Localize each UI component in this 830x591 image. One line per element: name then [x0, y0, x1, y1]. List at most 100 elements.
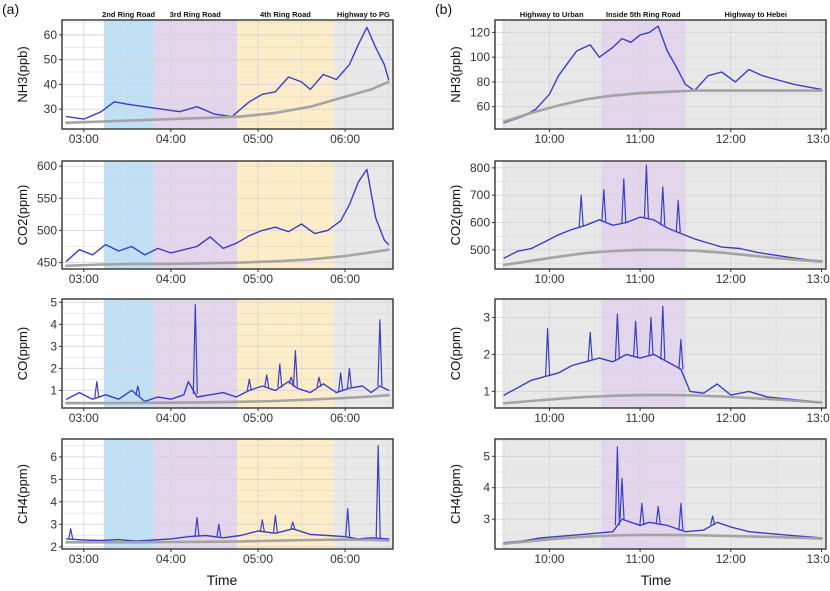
- y-tick-label: 3: [50, 339, 57, 353]
- x-tick-label: 11:00: [626, 272, 655, 286]
- y-tick-label: 600: [470, 216, 490, 230]
- x-tick-label: 11:00: [626, 552, 655, 566]
- subplot-co2: 450 500 550 600 03:00 04:00 05:00 06:00 CO2(ppm): [15, 159, 394, 286]
- y-tick-label: 5: [50, 472, 57, 486]
- y-tick-label: 5: [50, 295, 57, 309]
- x-axis-title-right: Time: [641, 572, 672, 588]
- spike: [643, 164, 649, 219]
- spike: [660, 305, 666, 360]
- spike: [621, 178, 627, 224]
- y-tick-label: 500: [470, 243, 490, 257]
- x-tick-label: 11:00: [626, 411, 655, 425]
- segment-label: Inside 5th Ring Road: [606, 10, 681, 19]
- x-tick-label: 05:00: [243, 132, 273, 146]
- x-tick-label: 03:00: [69, 552, 99, 566]
- plot-frame: [61, 438, 394, 550]
- spike: [192, 303, 198, 394]
- spike: [259, 519, 265, 532]
- spike: [678, 502, 684, 531]
- series-measured: [65, 26, 390, 120]
- x-tick-label: 12:00: [716, 552, 746, 566]
- segment-band: [153, 161, 238, 269]
- y-tick-label: 60: [477, 100, 491, 114]
- y-tick-label: 40: [44, 77, 58, 91]
- x-tick-label: 04:00: [156, 411, 186, 425]
- x-tick-label: 12:00: [716, 411, 746, 425]
- series-measured: [503, 25, 823, 124]
- plot-frame: [61, 160, 394, 270]
- x-tick-label: 13:00: [806, 552, 830, 566]
- spike: [633, 320, 639, 357]
- segment-band: [601, 439, 686, 549]
- series-measured: [65, 168, 390, 262]
- segment-label: 2nd Ring Road: [102, 10, 155, 19]
- spike: [710, 515, 716, 526]
- segment-band: [237, 161, 334, 269]
- y-tick-label: 500: [37, 223, 57, 237]
- x-tick-label: 06:00: [330, 132, 360, 146]
- segment-label: 4th Ring Road: [260, 10, 311, 19]
- y-tick-label: 600: [37, 159, 57, 173]
- plot-frame: [494, 19, 827, 130]
- x-tick-label: 13:00: [806, 132, 830, 146]
- segment-band: [502, 20, 602, 129]
- x-tick-label: 10:00: [534, 552, 564, 566]
- y-axis-label: CO(ppm): [15, 327, 30, 380]
- series-measured: [503, 353, 823, 404]
- x-tick-label: 03:00: [69, 272, 99, 286]
- series-baseline: [502, 393, 823, 405]
- panel-label: (a): [2, 1, 19, 17]
- series-measured: [503, 216, 823, 262]
- segment-band: [601, 20, 686, 129]
- spike: [68, 528, 74, 540]
- series-baseline: [502, 89, 823, 123]
- spike: [194, 517, 200, 537]
- spike: [675, 200, 681, 233]
- x-tick-label: 03:00: [69, 132, 99, 146]
- panel-b: (b) 60 80 100 120 10:00 11:00 12:00 13:00 NH3(ppb…: [435, 1, 830, 566]
- y-tick-label: 1: [50, 383, 57, 397]
- spike: [578, 194, 584, 227]
- spike: [316, 376, 322, 387]
- y-axis-label: CO2(ppm): [15, 185, 30, 246]
- segment-band: [237, 299, 334, 408]
- x-tick-label: 12:00: [716, 272, 746, 286]
- spike: [587, 331, 593, 361]
- y-tick-label: 80: [477, 75, 491, 89]
- y-tick-label: 700: [470, 188, 490, 202]
- x-tick-label: 10:00: [534, 132, 564, 146]
- spike: [377, 319, 383, 387]
- y-tick-label: 50: [44, 53, 58, 67]
- spike: [639, 502, 645, 525]
- subplot-nh3: 60 80 100 120 10:00 11:00 12:00 13:00 NH3(ppb): [448, 19, 830, 146]
- x-tick-label: 10:00: [534, 272, 564, 286]
- spike: [660, 186, 666, 226]
- x-tick-label: 05:00: [243, 411, 273, 425]
- y-tick-label: 3: [483, 512, 490, 526]
- segment-band: [103, 299, 154, 408]
- spike: [288, 376, 294, 384]
- plot-frame: [61, 19, 394, 130]
- segment-band: [153, 20, 238, 129]
- x-tick-label: 04:00: [156, 132, 186, 146]
- subplot-nh3: 30 40 50 60 03:00 04:00 05:00 06:00 NH3(ppb): [15, 19, 394, 146]
- subplot-co2: 500 600 700 800 10:00 11:00 12:00 13:00 CO2(ppm): [448, 160, 830, 286]
- y-axis-label: NH3(ppb): [15, 46, 30, 102]
- y-axis-label: NH3(ppb): [448, 46, 463, 102]
- segment-label: Highway to Hebei: [724, 10, 787, 19]
- spike: [601, 189, 607, 222]
- segment-band: [685, 439, 826, 549]
- series-baseline: [65, 393, 390, 405]
- spike: [135, 385, 141, 396]
- y-tick-label: 30: [44, 102, 58, 116]
- subplot-co: 1 2 3 10:00 11:00 12:00 13:00 CO(ppm): [448, 298, 830, 425]
- x-tick-label: 05:00: [243, 272, 273, 286]
- spike: [290, 521, 296, 529]
- spike: [614, 313, 620, 360]
- segment-band: [685, 20, 826, 129]
- y-tick-label: 3: [483, 310, 490, 324]
- series-baseline: [65, 538, 390, 544]
- y-tick-label: 2: [483, 347, 490, 361]
- segment-band: [333, 299, 393, 408]
